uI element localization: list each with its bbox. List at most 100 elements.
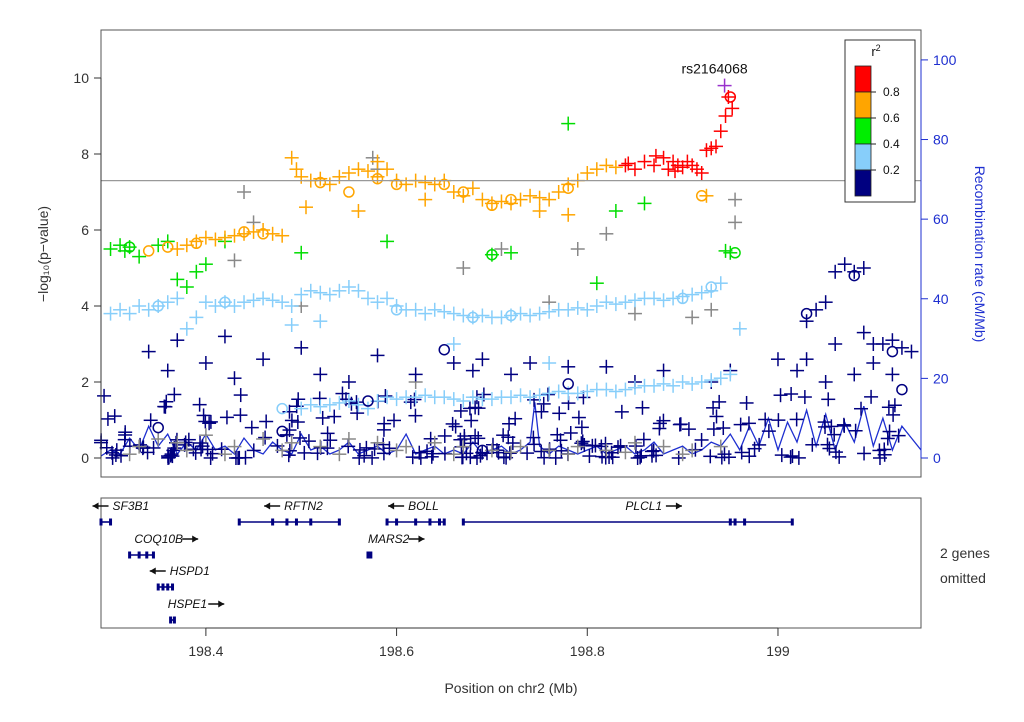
snp-point-lightblue	[237, 295, 252, 310]
snp-point-navy-low	[301, 434, 316, 449]
snp-point-navy-low	[352, 442, 367, 457]
snp-point-lightblue	[160, 295, 175, 310]
snp-point-gray	[513, 439, 528, 454]
gene-exon	[137, 551, 141, 559]
snp-point-navy-low	[293, 430, 308, 445]
snp-point-navy-low	[832, 449, 847, 464]
snp-point-navy	[504, 367, 518, 382]
snp-point-navy-low	[258, 430, 273, 445]
snp-point-lightblue	[580, 302, 595, 317]
snp-point-orange	[456, 188, 471, 203]
snp-point-navy-low	[161, 450, 176, 465]
snp-point-navy-low	[536, 396, 551, 411]
legend-label: 0.2	[883, 163, 900, 177]
snp-point-navy-low	[733, 417, 748, 432]
gene-exon	[172, 616, 176, 624]
snp-point-red	[627, 162, 642, 177]
snp-point-lightblue	[484, 392, 499, 407]
gene-exon	[171, 583, 175, 591]
snp-point-navy-low	[872, 450, 887, 465]
snp-point-lightblue	[465, 390, 480, 405]
snp-point-orange	[360, 164, 375, 179]
snp-point-navy-low	[554, 443, 569, 458]
snp-point-gray	[713, 439, 728, 454]
snp-point-navy-low	[881, 400, 896, 415]
strand-arrow-head	[388, 502, 395, 510]
y-axis-right: 0 20 40 60 80 100	[920, 52, 957, 466]
snp-point-lightblue	[599, 295, 614, 310]
snp-point-navy-low	[323, 433, 338, 448]
snp-point-gray	[275, 443, 290, 458]
snp-point-lightblue	[542, 304, 557, 319]
snp-point-navy-low	[758, 412, 773, 427]
snp-point-navy-low	[681, 422, 696, 437]
gene-exon	[285, 518, 289, 526]
snp-circle-lightblue	[676, 292, 689, 305]
snp-point-red	[694, 166, 709, 180]
snp-point-lightblue	[513, 388, 528, 403]
snp-point-lightblue	[704, 373, 719, 388]
x-tick-label: 198.4	[188, 643, 223, 659]
legend-swatch	[854, 169, 872, 197]
snp-circle-orange	[161, 241, 174, 253]
snp-point-navy-low	[320, 441, 335, 456]
snp-point-navy-low	[716, 421, 731, 436]
snp-point-navy-low	[703, 449, 718, 464]
gene-coq10b: COQ10B	[128, 532, 199, 559]
snp-point-navy-low	[133, 437, 148, 452]
snp-point-navy	[799, 314, 814, 329]
x-axis: 198.4 198.6 198.8 199	[188, 627, 790, 659]
snp-point-lightblue	[570, 386, 585, 401]
snp-point-navy-low	[646, 443, 661, 458]
snp-circle-green	[123, 241, 136, 253]
snp-point-lightblue	[170, 291, 185, 306]
snp-point-navy-low	[656, 413, 671, 428]
snp-point-orange	[198, 230, 213, 245]
snp-point-lightblue	[589, 299, 604, 313]
snp-point-lightblue	[284, 318, 299, 332]
gene-exon	[337, 518, 341, 526]
snp-circle-navy	[896, 383, 908, 396]
snp-point-navy-low	[774, 448, 789, 463]
snp-point-navy-low	[453, 403, 468, 418]
snp-point-navy	[837, 257, 852, 272]
snp-point-green	[170, 272, 185, 287]
snp-point-lightblue	[446, 337, 461, 351]
snp-point-navy	[904, 344, 919, 359]
snp-point-lightblue	[370, 295, 385, 310]
snp-point-gray	[627, 306, 642, 321]
legend-swatch	[854, 143, 872, 171]
lead-snp-point	[717, 78, 732, 93]
gene-exon	[395, 518, 399, 526]
x-tick-label: 199	[766, 643, 790, 659]
snp-point-gray	[341, 432, 356, 446]
gene-exon	[366, 551, 370, 559]
snp-point-green	[504, 245, 518, 260]
snp-point-navy-low	[598, 436, 613, 451]
snp-point-lightblue	[456, 394, 471, 408]
snp-point-lightblue	[656, 293, 671, 308]
snp-point-navy-low	[407, 392, 422, 407]
snp-point-gray	[728, 215, 743, 230]
snp-point-gray	[542, 443, 557, 458]
snp-point-navy-low	[827, 427, 842, 442]
snp-point-lightblue	[647, 291, 662, 306]
gene-exon	[733, 518, 737, 526]
gene-exon	[294, 518, 298, 526]
snp-circle-orange	[314, 176, 327, 189]
snp-point-lightblue	[389, 299, 404, 313]
snp-point-navy-low	[186, 442, 201, 457]
gene-exon	[109, 518, 113, 526]
snp-point-lightblue	[532, 306, 547, 321]
snp-point-lightblue	[132, 299, 147, 313]
gene-label: COQ10B	[134, 532, 183, 546]
snp-point-navy-low	[520, 446, 535, 461]
strand-arrow-head	[92, 502, 99, 510]
y2-tick-label: 0	[933, 450, 941, 466]
gene-exon	[437, 518, 441, 526]
gene-exon	[369, 551, 373, 559]
snp-point-lightblue	[618, 295, 633, 310]
snp-point-lightblue	[713, 371, 728, 386]
snp-point-navy	[885, 333, 900, 348]
lead-snp-label: rs2164068	[681, 61, 747, 77]
